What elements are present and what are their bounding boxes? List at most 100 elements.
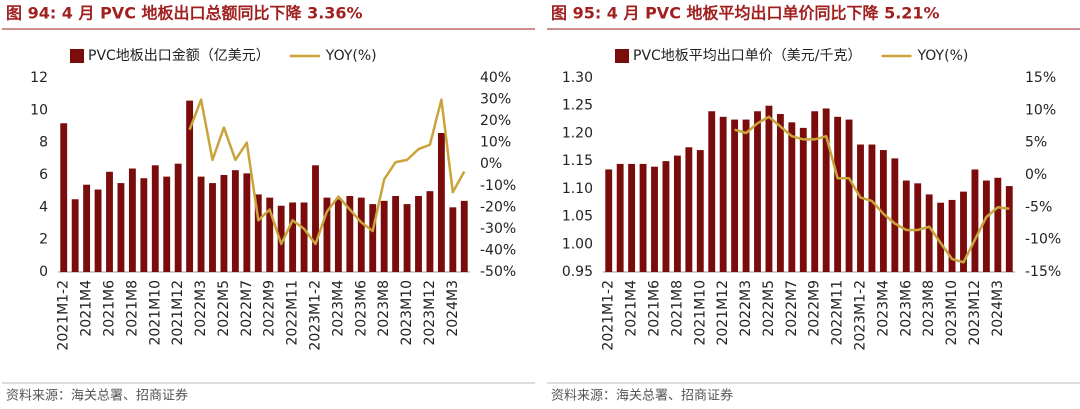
bar bbox=[845, 119, 853, 272]
bar bbox=[83, 184, 91, 272]
bar bbox=[209, 183, 216, 272]
x-tick-label: 2021M12 bbox=[715, 280, 731, 346]
bar bbox=[605, 169, 613, 272]
bar bbox=[94, 189, 102, 272]
bar bbox=[380, 200, 388, 272]
y2-tick-label: 5% bbox=[1025, 135, 1047, 151]
chart-title: 图 94: 4 月 PVC 地板出口总额同比下降 3.36% bbox=[6, 4, 363, 23]
bar bbox=[197, 176, 205, 272]
bar bbox=[834, 116, 842, 272]
x-tick-label: 2023M10 bbox=[944, 280, 960, 346]
x-tick-label: 2024M3 bbox=[990, 280, 1006, 337]
y-tick-label: 6 bbox=[39, 167, 48, 183]
bar bbox=[765, 105, 773, 272]
y2-tick-label: 0% bbox=[1025, 167, 1047, 183]
bar bbox=[220, 175, 228, 272]
y-tick-label: 1.00 bbox=[562, 236, 593, 252]
y2-tick-label: 15% bbox=[1025, 70, 1056, 86]
y2-tick-label: -10% bbox=[480, 178, 516, 194]
chart-title: 图 95: 4 月 PVC 地板平均出口单价同比下降 5.21% bbox=[551, 4, 940, 23]
bar bbox=[902, 180, 910, 272]
bar bbox=[925, 194, 933, 272]
legend-label: YOY(%) bbox=[325, 48, 377, 64]
x-tick-label: 2023M4 bbox=[330, 280, 346, 337]
x-tick-label: 2023M4 bbox=[875, 280, 891, 337]
bar bbox=[323, 197, 331, 272]
line bbox=[188, 98, 466, 246]
line bbox=[734, 115, 1010, 264]
bar bbox=[312, 165, 319, 272]
y2-tick-label: -5% bbox=[1025, 199, 1052, 215]
legend-label: PVC地板平均出口单价（美元/千克） bbox=[633, 48, 862, 64]
x-tick-label: 2023M8 bbox=[921, 280, 937, 337]
x-tick-label: 2022M9 bbox=[807, 280, 823, 337]
bar bbox=[754, 111, 761, 272]
legend-swatch bbox=[70, 49, 84, 63]
y2-tick-label: 40% bbox=[480, 70, 511, 86]
y2-tick-label: 30% bbox=[480, 92, 511, 108]
x-tick-label: 2022M5 bbox=[216, 280, 232, 337]
bar bbox=[742, 119, 750, 272]
bar bbox=[811, 111, 819, 272]
x-tick-label: 2021M8 bbox=[669, 280, 685, 337]
bar bbox=[449, 207, 457, 272]
source: 资料来源：海关总署、招商证券 bbox=[6, 388, 188, 404]
x-tick-label: 2023M10 bbox=[399, 280, 415, 346]
x-tick-label: 2021M6 bbox=[647, 280, 663, 337]
bar bbox=[788, 122, 796, 272]
y-tick-label: 8 bbox=[39, 135, 48, 151]
x-tick-label: 2021M4 bbox=[79, 280, 95, 337]
y-tick-label: 1.10 bbox=[562, 181, 593, 197]
y2-tick-label: -15% bbox=[1025, 264, 1061, 280]
bar bbox=[719, 116, 727, 272]
bar bbox=[639, 163, 647, 272]
bar bbox=[71, 199, 79, 272]
bar bbox=[628, 163, 636, 272]
x-tick-label: 2023M1-2 bbox=[853, 280, 869, 351]
x-tick-label: 2021M1-2 bbox=[601, 280, 617, 351]
x-tick-label: 2022M3 bbox=[193, 280, 209, 337]
bar bbox=[254, 194, 262, 272]
bar bbox=[971, 169, 979, 272]
y-tick-label: 1.25 bbox=[562, 98, 593, 114]
chart: 图 94: 4 月 PVC 地板出口总额同比下降 3.36% 资料来源：海关总署、… bbox=[2, 4, 535, 404]
x-tick-label: 2021M6 bbox=[102, 280, 118, 337]
bar bbox=[186, 100, 194, 272]
bar bbox=[426, 191, 434, 272]
x-tick-label: 2022M3 bbox=[738, 280, 754, 337]
y-tick-label: 12 bbox=[30, 70, 48, 86]
bar bbox=[948, 199, 956, 272]
bar bbox=[266, 197, 274, 272]
bar bbox=[289, 202, 297, 272]
y2-tick-label: 10% bbox=[480, 135, 511, 151]
bar bbox=[673, 155, 681, 272]
y2-tick-label: 10% bbox=[1025, 102, 1056, 118]
x-tick-label: 2021M8 bbox=[124, 280, 140, 337]
chart: 图 95: 4 月 PVC 地板平均出口单价同比下降 5.21% 资料来源：海关总… bbox=[547, 4, 1080, 404]
bar bbox=[879, 150, 887, 272]
x-tick-label: 2023M12 bbox=[967, 280, 983, 346]
y2-tick-label: -10% bbox=[1025, 232, 1061, 248]
y-tick-label: 1.20 bbox=[562, 125, 593, 141]
bar bbox=[708, 111, 716, 272]
y2-tick-label: -40% bbox=[480, 242, 516, 258]
x-tick-label: 2022M11 bbox=[830, 280, 846, 346]
y2-tick-label: -20% bbox=[480, 199, 516, 215]
bar bbox=[857, 144, 864, 272]
bar bbox=[243, 173, 251, 272]
bar bbox=[277, 205, 285, 272]
y-tick-label: 0.95 bbox=[562, 264, 593, 280]
bar bbox=[822, 108, 830, 272]
bar bbox=[868, 144, 876, 272]
x-tick-label: 2021M1-2 bbox=[56, 280, 72, 351]
y2-tick-label: -30% bbox=[480, 221, 516, 237]
x-tick-label: 2023M6 bbox=[353, 280, 369, 337]
y-tick-label: 10 bbox=[30, 102, 48, 118]
bar bbox=[994, 177, 1002, 272]
x-tick-label: 2023M1-2 bbox=[308, 280, 324, 351]
bar bbox=[982, 180, 990, 272]
y-tick-label: 1.15 bbox=[562, 153, 593, 169]
bar bbox=[415, 196, 422, 272]
bar bbox=[891, 158, 899, 272]
